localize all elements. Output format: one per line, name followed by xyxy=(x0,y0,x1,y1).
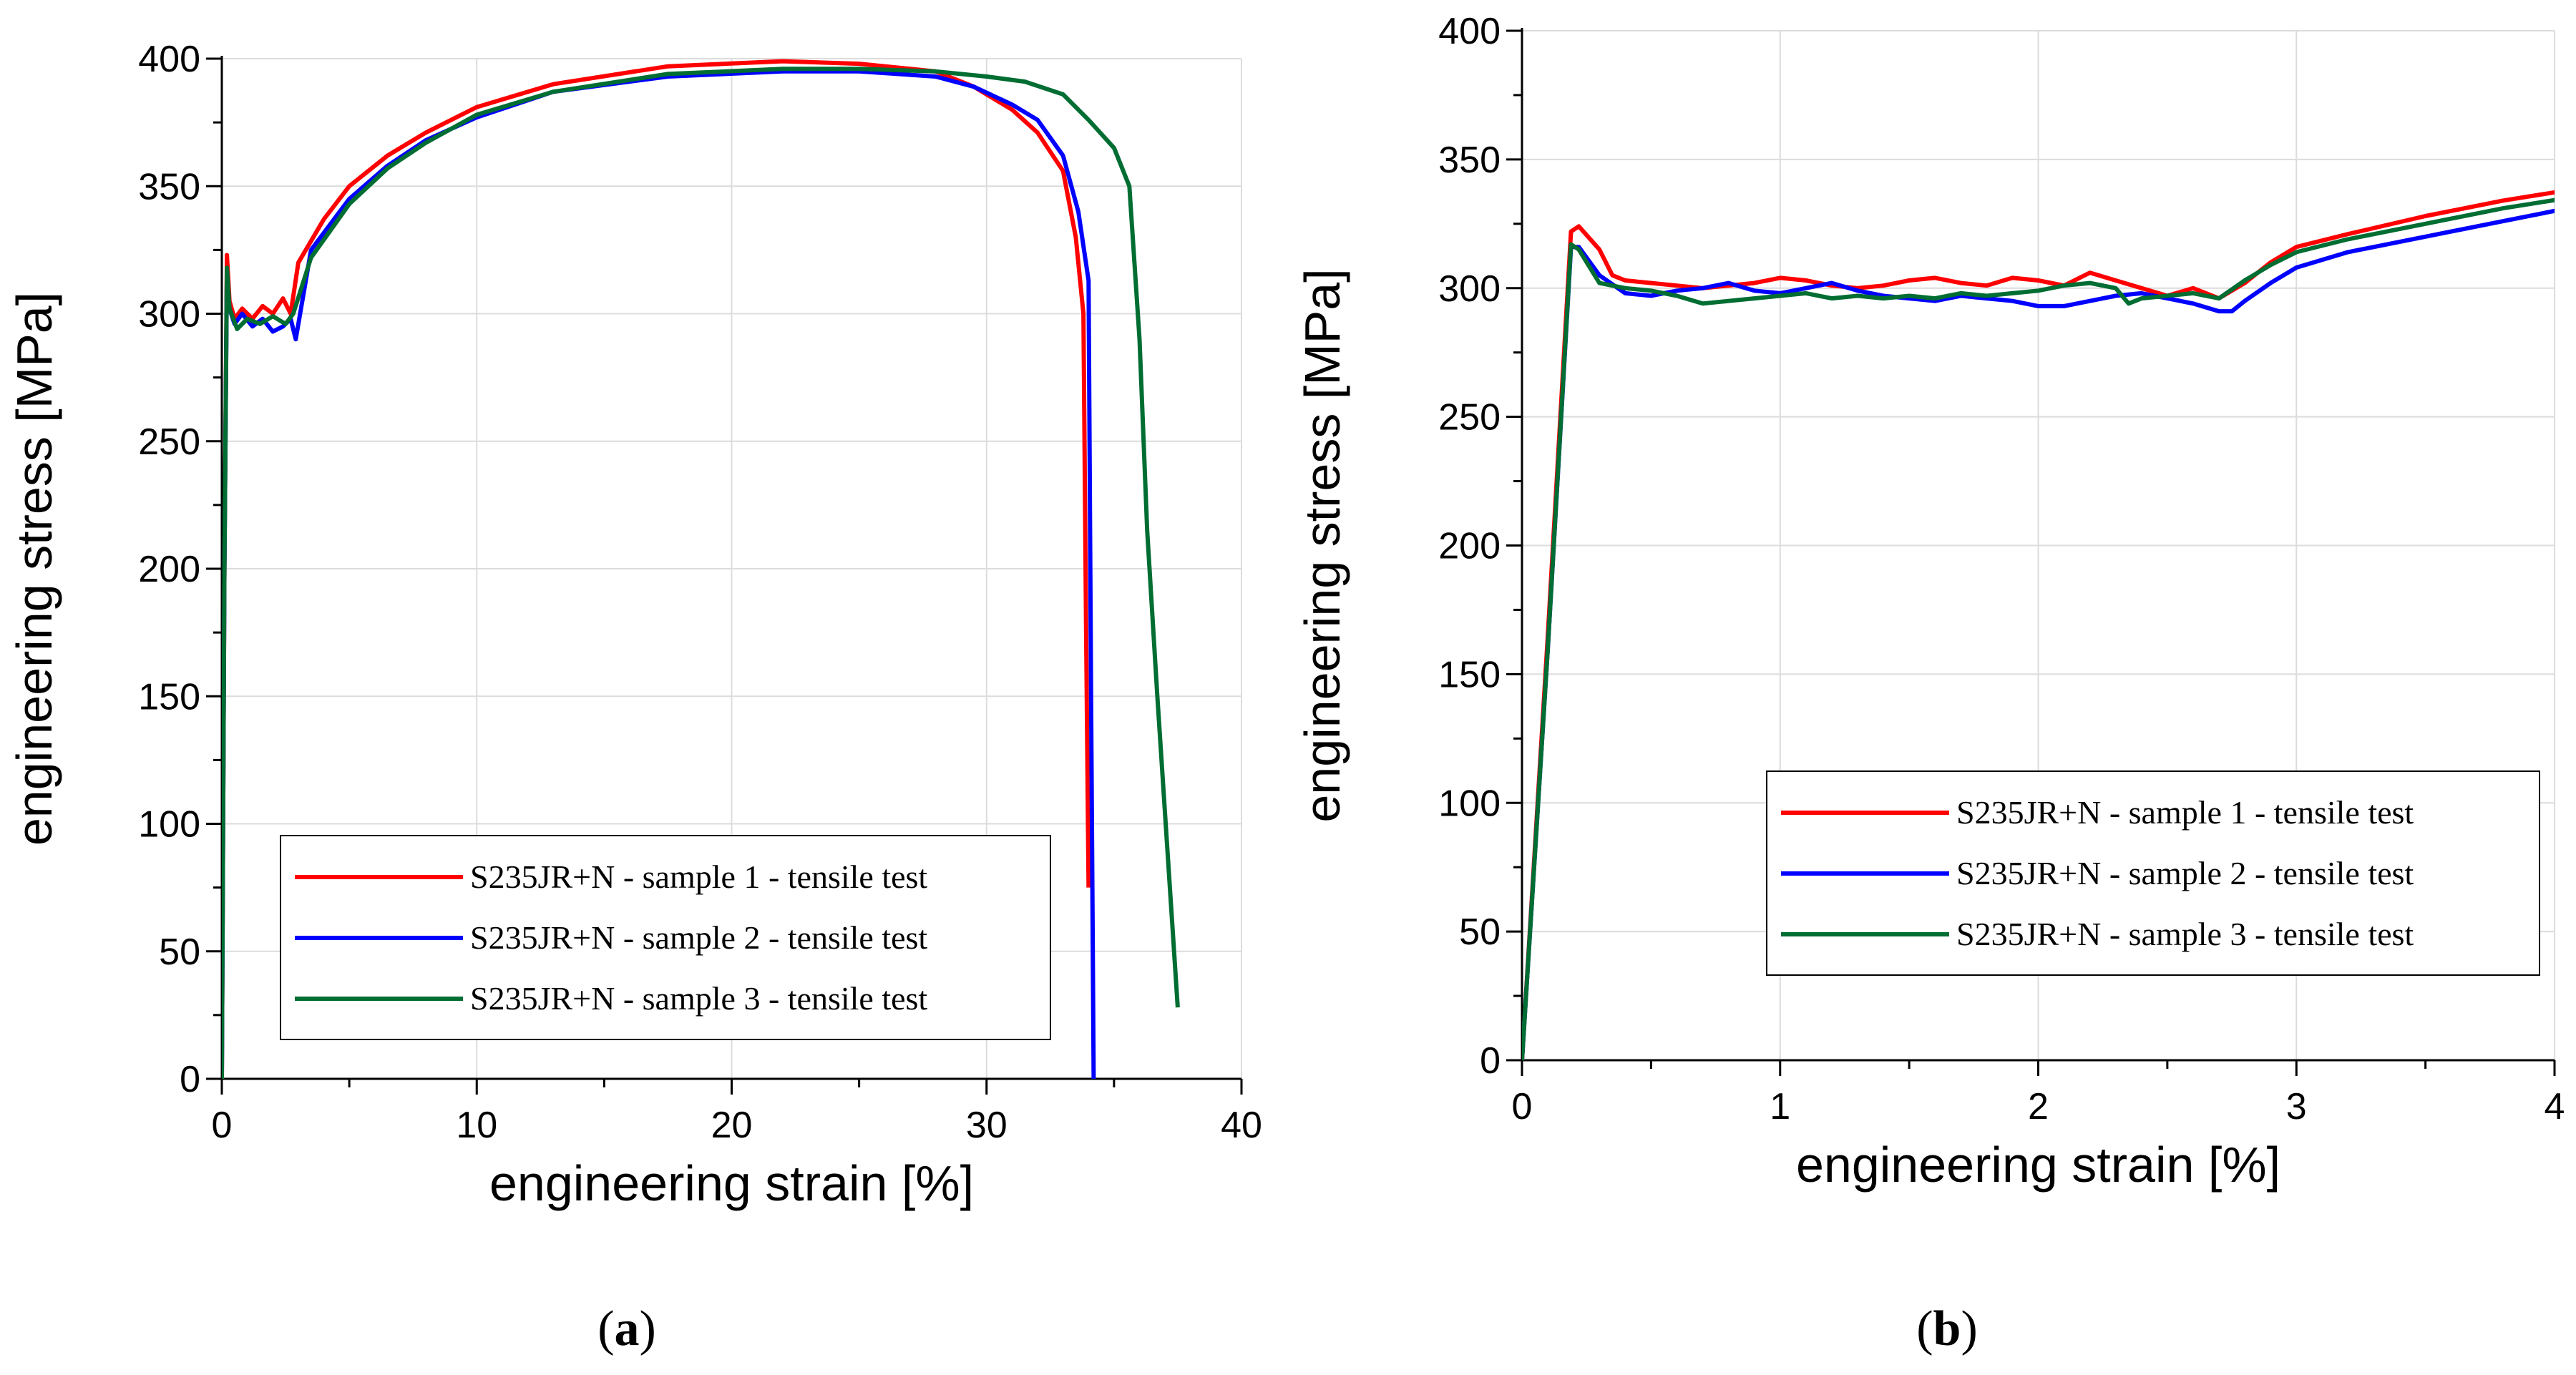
legend: S235JR+N - sample 1 - tensile test S235JR… xyxy=(1766,770,2540,976)
x-tick-label: 20 xyxy=(711,1105,753,1146)
legend-label-sample2: S235JR+N - sample 2 - tensile test xyxy=(1956,855,2414,891)
caption-letter: b xyxy=(1933,1301,1961,1356)
y-tick-label: 100 xyxy=(1438,783,1501,824)
y-tick-label: 200 xyxy=(138,549,200,590)
x-tick-label: 10 xyxy=(456,1105,497,1146)
legend-label-sample3: S235JR+N - sample 3 - tensile test xyxy=(470,980,927,1017)
series-group xyxy=(222,59,1180,1080)
y-tick-label: 150 xyxy=(1438,654,1501,695)
legend-label-sample1: S235JR+N - sample 1 - tensile test xyxy=(470,858,927,895)
y-axis-label: engineering stress [MPa] xyxy=(6,292,62,846)
y-tick-label: 50 xyxy=(159,931,200,973)
y-tick-label: 0 xyxy=(1480,1040,1501,1082)
y-tick-label: 250 xyxy=(138,421,200,463)
x-tick-label: 0 xyxy=(212,1105,233,1146)
y-tick-label: 350 xyxy=(1438,140,1501,181)
caption: (b) xyxy=(1916,1301,1978,1356)
y-tick-label: 350 xyxy=(138,166,200,207)
legend: S235JR+N - sample 1 - tensile test S235JR… xyxy=(280,835,1051,1040)
y-axis-label: engineering stress [MPa] xyxy=(1294,268,1350,822)
y-tick-label: 300 xyxy=(1438,268,1501,310)
series-group xyxy=(1522,190,2555,1061)
x-tick-label: 0 xyxy=(1512,1086,1533,1127)
legend-label-sample2: S235JR+N - sample 2 - tensile test xyxy=(470,919,927,956)
series-line-sample1 xyxy=(222,59,1091,1080)
x-axis-label: engineering strain [%] xyxy=(489,1155,974,1211)
caption-close: ) xyxy=(1961,1301,1977,1356)
x-tick-label: 1 xyxy=(1770,1086,1790,1127)
y-tick-label: 400 xyxy=(1438,11,1501,52)
y-tick-label: 50 xyxy=(1459,911,1501,953)
series-line-sample3 xyxy=(222,67,1180,1080)
x-tick-label: 30 xyxy=(966,1105,1008,1146)
legend-label-sample1: S235JR+N - sample 1 - tensile test xyxy=(1956,794,2414,831)
y-tick-label: 250 xyxy=(1438,397,1501,439)
chart-a: 0 50 100 150 200 250 300 350 400 0 10 20 30 40 enginee… xyxy=(6,39,1262,1356)
y-tick-label: 0 xyxy=(180,1059,200,1100)
caption: (a) xyxy=(597,1301,656,1356)
series-line-sample3 xyxy=(1522,197,2555,1061)
x-tick-label: 4 xyxy=(2545,1086,2565,1127)
x-axis-label: engineering strain [%] xyxy=(1796,1137,2280,1193)
y-tick-label: 100 xyxy=(138,804,200,846)
y-tick-label: 200 xyxy=(1438,526,1501,567)
y-tick-label: 300 xyxy=(138,294,200,336)
y-tick-label: 150 xyxy=(138,676,200,718)
x-tick-label: 2 xyxy=(2028,1086,2049,1127)
series-line-sample2 xyxy=(1522,208,2555,1061)
caption-open: ( xyxy=(1916,1301,1933,1356)
caption-letter: a xyxy=(615,1301,640,1356)
caption-open: ( xyxy=(597,1301,614,1356)
legend-label-sample3: S235JR+N - sample 3 - tensile test xyxy=(1956,916,2414,952)
x-tick-label: 40 xyxy=(1221,1105,1262,1146)
caption-close: ) xyxy=(640,1301,656,1356)
x-tick-label: 3 xyxy=(2286,1086,2307,1127)
y-tick-label: 400 xyxy=(138,39,200,80)
chart-b: 0 50 100 150 200 250 300 350 400 0 1 2 3 4 engineering… xyxy=(1294,11,2565,1356)
